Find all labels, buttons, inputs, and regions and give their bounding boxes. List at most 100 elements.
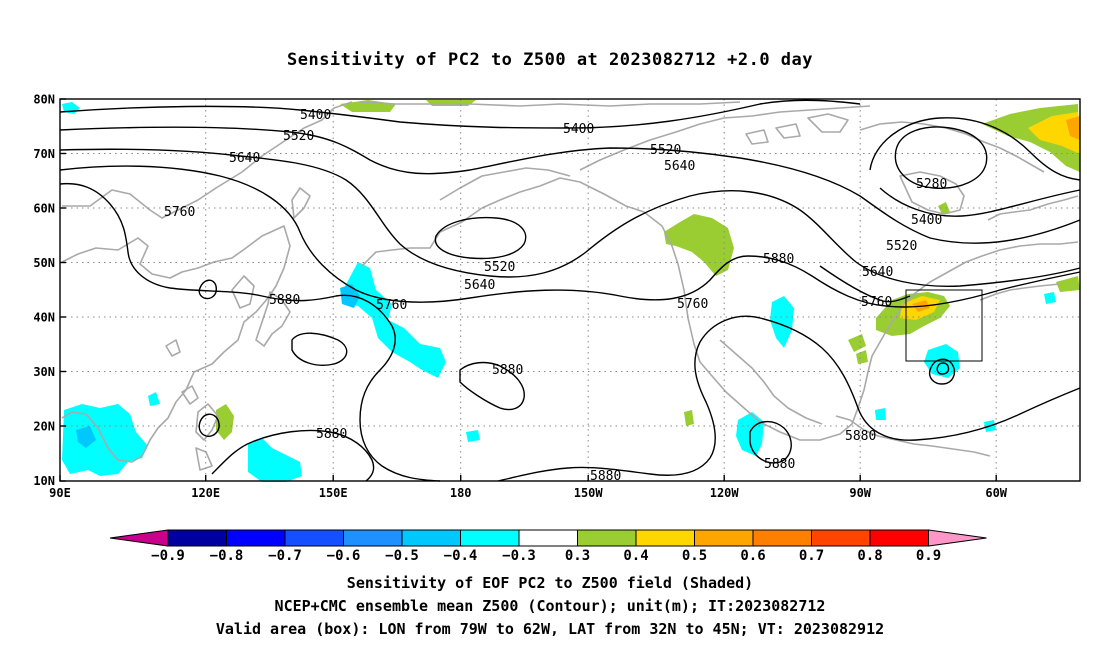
contour-5280-low: [894, 126, 988, 189]
shade-green: [426, 100, 476, 106]
colorbar-label: −0.7: [268, 548, 302, 564]
colorbar-label: 0.9: [916, 548, 941, 564]
lon-label: 120E: [191, 486, 220, 500]
colorbar-low-end: [109, 529, 169, 547]
lon-label: 90E: [49, 486, 71, 500]
contour-label: 5880: [492, 363, 523, 378]
coastlines: [61, 101, 1079, 471]
contour-label: 5400: [563, 122, 594, 137]
chart-title: Sensitivity of PC2 to Z500 at 2023082712…: [286, 50, 813, 70]
lat-label: 60N: [33, 202, 55, 216]
colorbar-segment: [284, 529, 344, 547]
contour-label: 5640: [664, 159, 695, 174]
contour-5880-pacific: [211, 429, 375, 482]
lon-label: 60W: [985, 486, 1007, 500]
lat-label: 50N: [33, 256, 55, 270]
contour-label: 5880: [763, 252, 794, 267]
lat-label: 10N: [33, 474, 55, 488]
axis-ticks: [59, 98, 997, 482]
contour-5880-southeast: [928, 358, 956, 385]
caption-shading: Sensitivity of EOF PC2 to Z500 field (Sh…: [346, 574, 754, 592]
contour-5880-mid: [459, 361, 525, 411]
shade-cyan: [342, 262, 446, 378]
lon-label: 150E: [319, 486, 348, 500]
contour-label: 5880: [316, 427, 347, 442]
shade-cyan: [1044, 292, 1056, 304]
colorbar-label: −0.3: [502, 548, 536, 564]
contour-label: 5760: [376, 298, 407, 313]
contour-label: 5640: [862, 265, 893, 280]
colorbar-label: 0.6: [740, 548, 765, 564]
shade-cyan: [62, 404, 148, 476]
shade-cyan: [148, 392, 160, 406]
colorbar-segment: [518, 529, 578, 547]
shade-green: [1056, 276, 1080, 292]
contour-label: 5760: [164, 205, 195, 220]
contour-5880-east: [497, 315, 1081, 482]
contour-5400-west: [59, 99, 861, 129]
colorbar-segment: [460, 529, 520, 547]
shade-green: [938, 202, 950, 214]
lon-label: 120W: [710, 486, 740, 500]
colorbar: −0.9 −0.8 −0.7 −0.6 −0.5 −0.4 −0.3 0.3 0.4 0.5 0.6…: [109, 529, 987, 564]
shade-green: [216, 404, 234, 440]
colorbar-high-end: [928, 529, 987, 547]
contour-label: 5880: [590, 469, 621, 484]
colorbar-label: −0.5: [385, 548, 419, 564]
contour-5760-e: [819, 265, 911, 303]
colorbar-segment: [577, 529, 637, 547]
contour-label: 5400: [300, 108, 331, 123]
colorbar-label: −0.4: [444, 548, 478, 564]
contour-5520-west: [59, 126, 1081, 244]
contour-label: 5880: [269, 293, 300, 308]
contour-5880-tiny: [936, 362, 950, 375]
latitude-labels: 80N 70N 60N 50N 40N 30N 20N 10N: [33, 93, 55, 489]
colorbar-label: 0.8: [857, 548, 882, 564]
contour-5760-west: [59, 165, 1081, 308]
colorbar-segment: [167, 529, 227, 547]
contour-label: 5760: [677, 297, 708, 312]
colorbar-segment: [343, 529, 403, 547]
z500-contours: [59, 99, 1081, 482]
shade-green: [664, 214, 734, 276]
colorbar-label: −0.9: [151, 548, 185, 564]
colorbar-label: −0.8: [210, 548, 244, 564]
colorbar-label: 0.5: [682, 548, 707, 564]
lon-label: 90W: [849, 486, 871, 500]
lat-label: 40N: [33, 311, 55, 325]
colorbar-label: −0.6: [327, 548, 361, 564]
contour-5520-low: [434, 216, 527, 260]
contour-label: 5280: [916, 177, 947, 192]
colorbar-label: 0.7: [799, 548, 824, 564]
contour-label: 5640: [229, 151, 260, 166]
contour-5880-west: [59, 182, 441, 482]
map-frame: [59, 98, 1081, 482]
contour-5400-e2: [879, 187, 1081, 217]
lon-label: 150W: [574, 486, 604, 500]
colorbar-segment: [635, 529, 695, 547]
contour-label: 5520: [650, 143, 681, 158]
shade-cyan: [875, 408, 886, 420]
caption-contour: NCEP+CMC ensemble mean Z500 (Contour); u…: [274, 597, 826, 615]
shade-green: [856, 350, 868, 364]
colorbar-label: 0.4: [623, 548, 648, 564]
contour-5880-loop: [291, 332, 348, 366]
caption-valid-area: Valid area (box): LON from 79W to 62W, L…: [215, 620, 885, 638]
shade-cyan: [466, 430, 480, 442]
shade-cyan: [770, 296, 794, 348]
contour-label: 5520: [283, 129, 314, 144]
contour-label: 5880: [845, 429, 876, 444]
colorbar-segment: [694, 529, 754, 547]
valid-area-box: [905, 289, 983, 362]
longitude-labels: 90E 120E 150E 180 150W 120W 90W 60W: [49, 486, 1008, 500]
contour-5880-small: [198, 413, 220, 437]
lat-label: 70N: [33, 147, 55, 161]
contour-5640-west: [59, 148, 1081, 287]
colorbar-segment: [752, 529, 812, 547]
contour-label: 5400: [911, 213, 942, 228]
lat-label: 20N: [33, 420, 55, 434]
contour-label: 5640: [464, 278, 495, 293]
colorbar-segment: [401, 529, 461, 547]
lon-label: 180: [450, 486, 472, 500]
